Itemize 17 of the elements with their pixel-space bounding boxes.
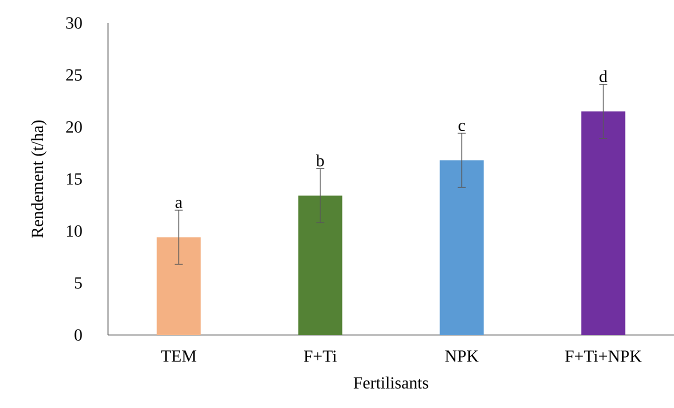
x-tick-label: F+Ti (304, 350, 337, 362)
annotation: b (316, 154, 324, 166)
y-tick-label: 10 (66, 225, 82, 237)
annotation: d (600, 70, 608, 82)
y-tick-label: 0 (74, 329, 82, 341)
x-tick-label: NPK (445, 350, 479, 362)
y-tick-label: 5 (74, 277, 82, 289)
x-axis-title: Fertilisants (354, 376, 428, 389)
annotation: a (176, 200, 182, 208)
y-axis-title: Rendement (t/ha) (31, 120, 47, 238)
y-tick-label: 20 (66, 121, 82, 133)
annotation: c (458, 122, 466, 132)
x-tick-label: F+Ti+NPK (565, 350, 642, 362)
x-tick-label: TEM (161, 350, 196, 362)
y-tick-label: 25 (66, 69, 82, 81)
y-tick-label: 15 (66, 173, 82, 185)
y-tick-label: 30 (66, 17, 82, 29)
